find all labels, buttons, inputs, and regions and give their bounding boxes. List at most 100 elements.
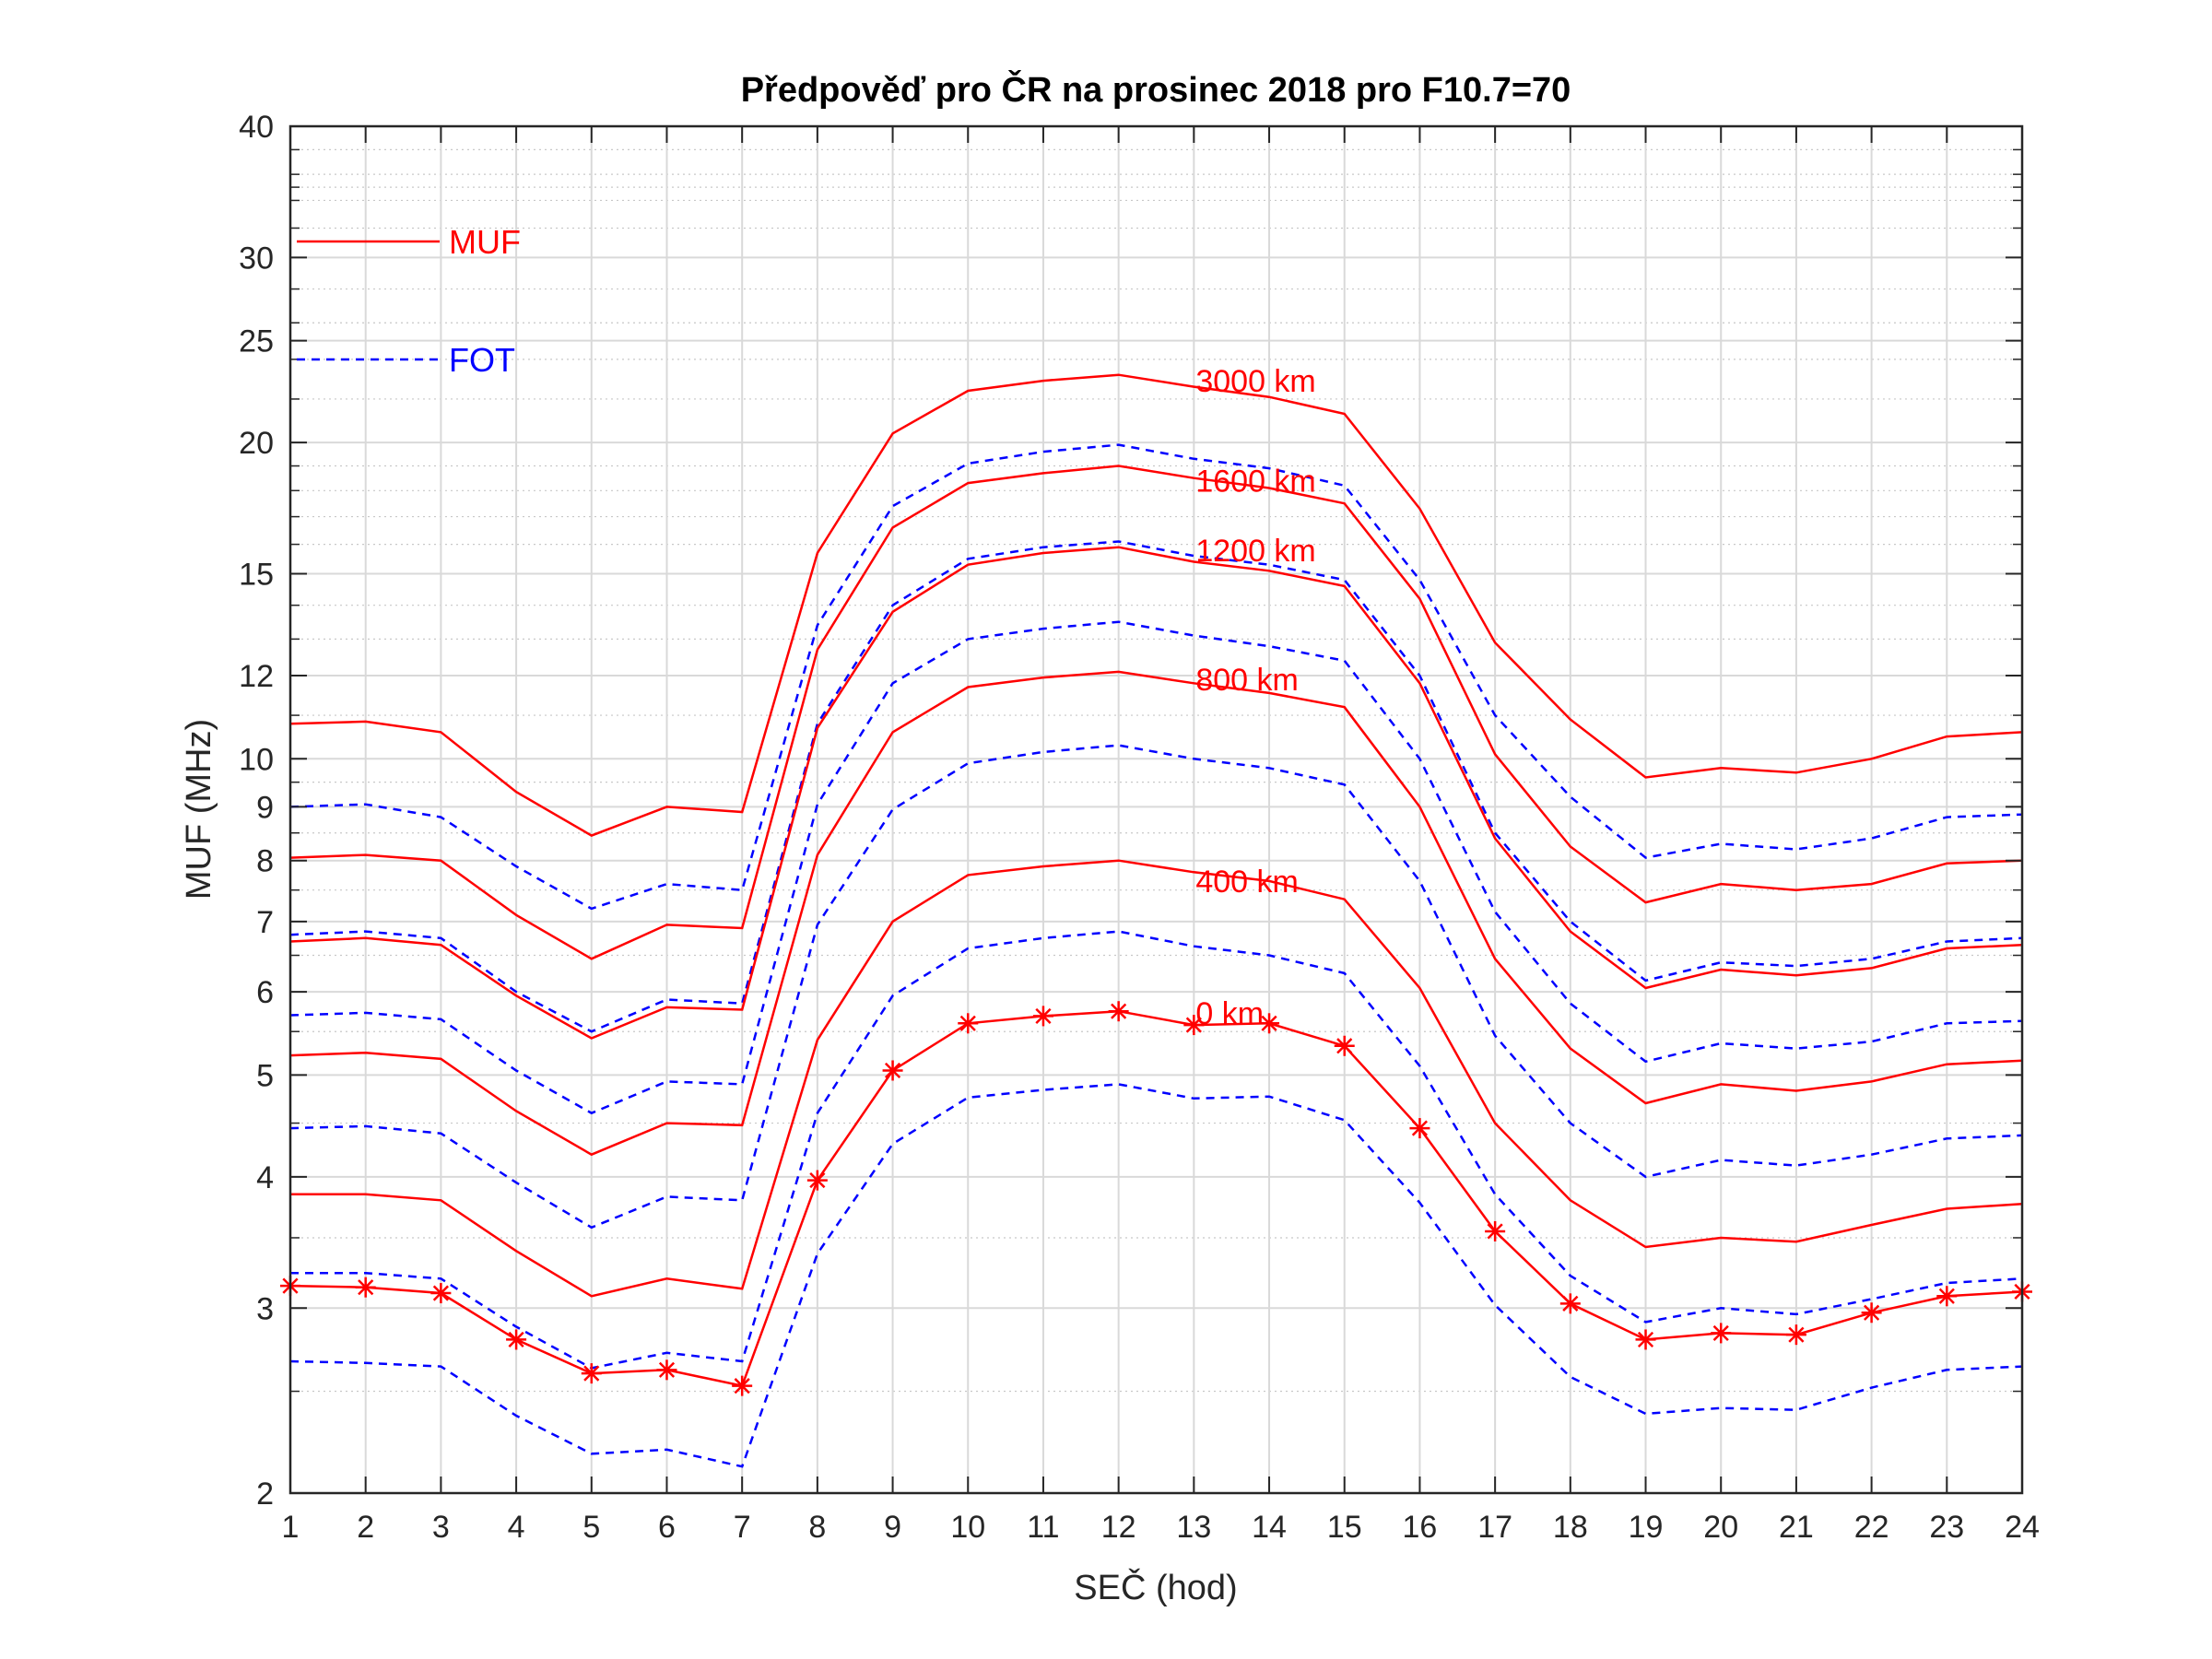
legend: MUF FOT [297, 223, 521, 379]
asterisk-marker [1936, 1286, 1958, 1307]
x-tick-label: 11 [1027, 1510, 1059, 1545]
asterisk-marker [1334, 1035, 1355, 1056]
asterisk-marker [732, 1375, 753, 1396]
x-tick-label: 9 [884, 1510, 901, 1545]
x-tick-label: 1 [282, 1510, 300, 1545]
asterisk-stroke [884, 1062, 901, 1079]
x-tick-label: 3 [432, 1510, 450, 1545]
distance-label: 0 km [1195, 996, 1264, 1031]
asterisk-marker [1635, 1329, 1656, 1350]
asterisk-marker [1409, 1118, 1430, 1139]
muf-line-800km [289, 670, 2023, 1157]
asterisk-stroke [1336, 1038, 1353, 1054]
fot-line-1200km [289, 620, 2023, 1115]
asterisk-marker [430, 1283, 452, 1304]
x-tick-label: 12 [1101, 1510, 1136, 1545]
x-tick-label: 10 [950, 1510, 985, 1545]
distance-label: 1200 km [1195, 534, 1315, 569]
fot-line-400km [290, 930, 2023, 1370]
legend-muf-label: MUF [449, 223, 521, 261]
y-tick-label: 25 [239, 324, 274, 359]
asterisk-marker [1559, 1293, 1581, 1314]
y-tick-label: 15 [239, 558, 274, 593]
asterisk-stroke [1637, 1331, 1654, 1348]
asterisk-marker [1183, 1015, 1205, 1036]
asterisk-marker [806, 1170, 828, 1191]
muf-line-0km [289, 1009, 2023, 1388]
x-tick-label: 21 [1779, 1510, 1814, 1545]
x-tick-label: 7 [734, 1510, 751, 1545]
asterisk-markers [280, 1001, 2032, 1396]
distance-label: 3000 km [1195, 364, 1315, 399]
y-tick-label: 6 [256, 975, 274, 1010]
x-tick-label: 20 [1703, 1510, 1738, 1545]
asterisk-marker [1711, 1323, 1732, 1344]
asterisk-stroke [1864, 1304, 1880, 1321]
distance-label: 1600 km [1195, 464, 1315, 499]
asterisk-stroke [809, 1172, 826, 1189]
x-tick-label: 19 [1629, 1510, 1664, 1545]
x-tick-label: 14 [1252, 1510, 1287, 1545]
y-tick-label: 10 [239, 742, 274, 777]
muf-line-1200km [289, 546, 2023, 1040]
asterisk-stroke [1788, 1326, 1805, 1343]
distance-labels: 3000 km 1600 km 1200 km 800 km 400 km 0 km [1195, 364, 1315, 1031]
asterisk-marker [1032, 1006, 1053, 1027]
y-tick-label: 12 [239, 659, 274, 694]
muf-line-3000km [289, 373, 2023, 837]
asterisk-stroke [432, 1285, 449, 1301]
asterisk-marker [958, 1013, 979, 1034]
asterisk-marker [1485, 1220, 1506, 1241]
asterisk-marker [355, 1277, 376, 1298]
asterisk-stroke [1411, 1120, 1429, 1136]
asterisk-marker [1785, 1324, 1806, 1346]
x-axis-label: SEČ (hod) [1074, 1567, 1237, 1607]
y-tick-label: 7 [256, 905, 274, 940]
asterisk-stroke [583, 1365, 600, 1382]
asterisk-stroke [1938, 1288, 1955, 1304]
muf-line-400km [290, 859, 2023, 1298]
x-tick-label: 22 [1854, 1510, 1889, 1545]
x-tick-label: 17 [1477, 1510, 1512, 1545]
asterisk-stroke [1185, 1017, 1202, 1033]
legend-fot-label: FOT [449, 341, 515, 379]
distance-label: 800 km [1195, 663, 1299, 698]
series-lines [289, 373, 2023, 1468]
plot-frame [288, 124, 2024, 1495]
y-tick-label: 20 [239, 426, 274, 461]
asterisk-stroke [508, 1331, 524, 1348]
x-tick-label: 16 [1403, 1510, 1438, 1545]
asterisk-stroke [658, 1361, 676, 1378]
grid-lines [290, 126, 2022, 1493]
muf-line-1600km [289, 465, 2023, 960]
asterisk-marker [1259, 1013, 1280, 1034]
asterisk-stroke [1712, 1324, 1729, 1341]
y-tick-label: 8 [256, 844, 274, 879]
asterisk-marker [506, 1329, 527, 1350]
y-tick-label: 2 [256, 1477, 274, 1512]
chart-title: Předpověď pro ČR na prosinec 2018 pro F1… [741, 68, 1571, 110]
y-axis-label: MUF (MHz) [180, 719, 218, 900]
x-tick-label: 4 [508, 1510, 525, 1545]
y-tick-label: 5 [256, 1058, 274, 1093]
asterisk-stroke [1487, 1223, 1503, 1240]
x-tick-label: 15 [1327, 1510, 1362, 1545]
x-tick-label: 18 [1553, 1510, 1588, 1545]
x-tick-label: 13 [1176, 1510, 1211, 1545]
asterisk-stroke [1261, 1015, 1277, 1031]
asterisk-stroke [1562, 1295, 1579, 1312]
asterisk-marker [882, 1060, 903, 1081]
asterisk-marker [1861, 1302, 1882, 1324]
asterisk-stroke [734, 1378, 750, 1394]
x-tick-label: 24 [2005, 1510, 2040, 1545]
distance-label: 400 km [1195, 865, 1299, 900]
y-tick-label: 40 [239, 110, 274, 145]
y-tick-label: 9 [256, 790, 274, 825]
fot-line-0km [289, 1083, 2023, 1468]
y-tick-label: 4 [256, 1160, 274, 1195]
x-tick-label: 6 [658, 1510, 676, 1545]
asterisk-stroke [959, 1015, 976, 1031]
